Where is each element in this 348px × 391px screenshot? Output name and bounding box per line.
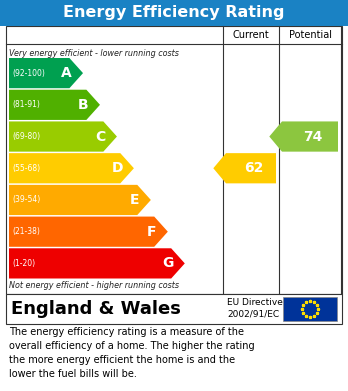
Polygon shape (9, 58, 83, 88)
Text: 74: 74 (303, 129, 323, 143)
Bar (283, 297, 337, 321)
Text: (39-54): (39-54) (12, 196, 40, 204)
Text: B: B (78, 98, 89, 112)
Text: (55-68): (55-68) (12, 164, 40, 173)
Text: (69-80): (69-80) (12, 132, 40, 141)
Polygon shape (9, 90, 100, 120)
Text: (81-91): (81-91) (12, 100, 40, 109)
Text: 62: 62 (244, 161, 264, 175)
Polygon shape (9, 217, 168, 247)
Text: (21-38): (21-38) (12, 227, 40, 236)
Bar (0, 0, 348, 26)
Text: (92-100): (92-100) (12, 68, 45, 77)
Bar (6, 26, 342, 294)
Text: Current: Current (232, 30, 269, 40)
Polygon shape (269, 122, 338, 152)
Polygon shape (9, 153, 134, 183)
Text: D: D (111, 161, 123, 175)
Bar (6, 294, 342, 324)
Polygon shape (9, 248, 185, 278)
Text: G: G (163, 256, 174, 271)
Text: England & Wales: England & Wales (11, 300, 181, 318)
Polygon shape (9, 122, 117, 152)
Text: E: E (129, 193, 139, 207)
Text: (1-20): (1-20) (12, 259, 35, 268)
Text: Very energy efficient - lower running costs: Very energy efficient - lower running co… (9, 48, 179, 57)
Text: The energy efficiency rating is a measure of the
overall efficiency of a home. T: The energy efficiency rating is a measur… (9, 327, 255, 379)
Text: F: F (147, 225, 156, 239)
Polygon shape (213, 153, 276, 183)
Text: Not energy efficient - higher running costs: Not energy efficient - higher running co… (9, 280, 179, 289)
Text: C: C (95, 129, 105, 143)
Text: A: A (61, 66, 72, 80)
Polygon shape (9, 185, 151, 215)
Text: Energy Efficiency Rating: Energy Efficiency Rating (63, 5, 285, 20)
Text: Potential: Potential (288, 30, 332, 40)
Text: EU Directive
2002/91/EC: EU Directive 2002/91/EC (227, 298, 283, 318)
